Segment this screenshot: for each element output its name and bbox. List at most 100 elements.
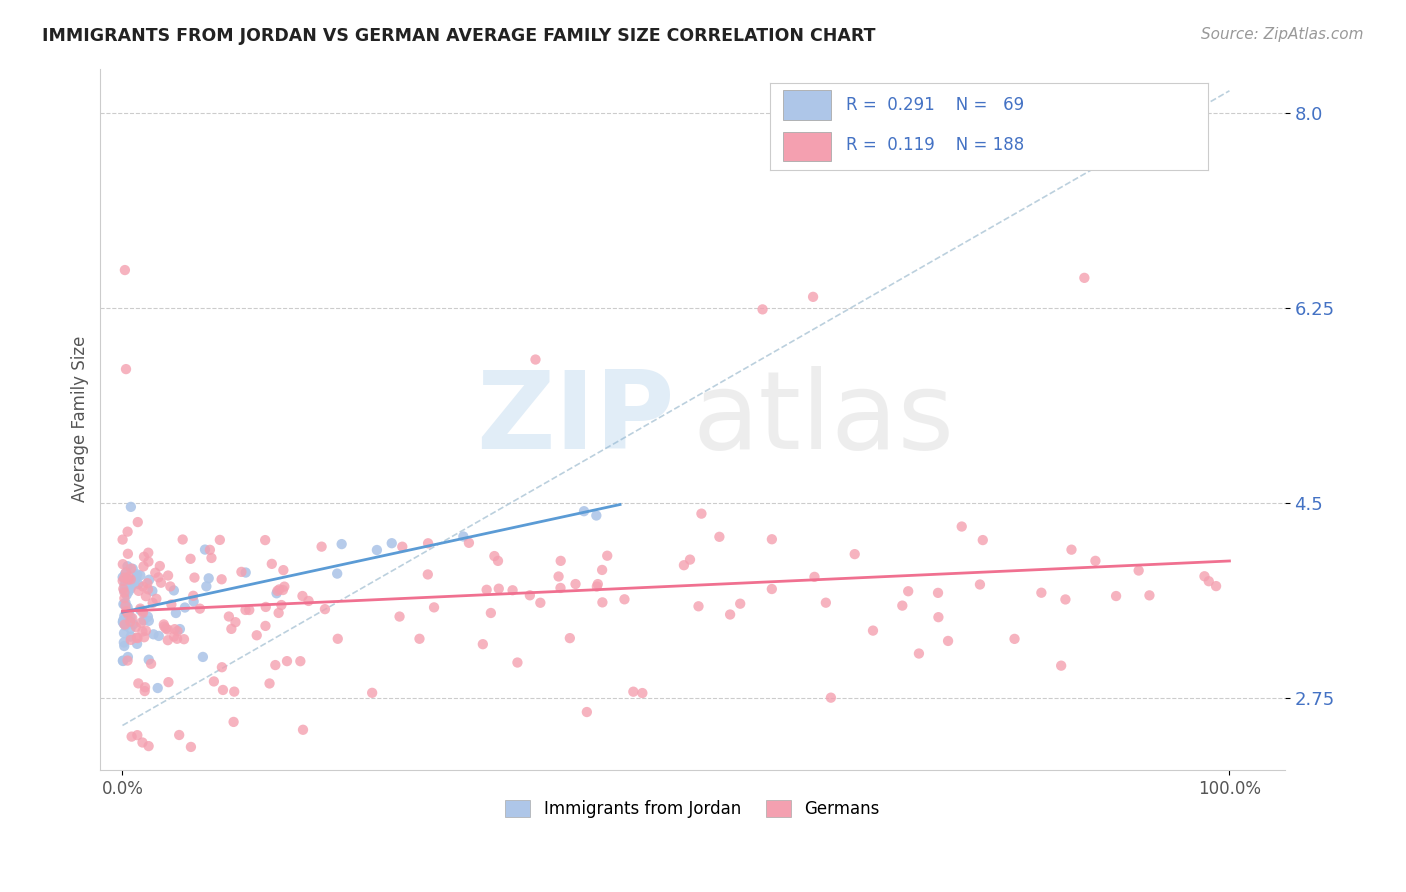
Point xyxy=(115,604,138,618)
Point xyxy=(972,533,994,547)
Point xyxy=(111,654,134,668)
Point xyxy=(1205,579,1227,593)
Point xyxy=(131,735,153,749)
Point xyxy=(709,530,731,544)
Y-axis label: Average Family Size: Average Family Size xyxy=(72,336,89,502)
Point xyxy=(475,582,498,597)
Point xyxy=(1084,554,1107,568)
Point xyxy=(564,577,586,591)
Point xyxy=(212,683,235,698)
Point xyxy=(114,599,136,613)
Point xyxy=(115,566,138,580)
Point xyxy=(129,615,152,630)
Point xyxy=(127,567,149,582)
Point xyxy=(264,658,287,673)
Point xyxy=(267,606,290,620)
Point xyxy=(820,690,842,705)
Point xyxy=(117,600,139,615)
Point xyxy=(127,577,149,591)
Point xyxy=(572,504,595,518)
Point xyxy=(1139,588,1161,602)
Point xyxy=(273,580,295,594)
Point xyxy=(111,558,134,572)
Point xyxy=(163,583,186,598)
Point xyxy=(127,676,149,690)
Point xyxy=(117,570,139,584)
Point xyxy=(112,609,135,624)
Point xyxy=(969,577,991,591)
Point xyxy=(163,622,186,636)
Point xyxy=(111,570,134,584)
Point xyxy=(112,614,135,628)
Point xyxy=(208,533,231,547)
Point xyxy=(180,551,202,566)
Point xyxy=(197,571,219,585)
Point xyxy=(688,599,710,614)
Point xyxy=(129,568,152,582)
Point xyxy=(506,656,529,670)
Point xyxy=(134,680,156,694)
Point xyxy=(125,637,148,651)
Point xyxy=(330,537,353,551)
Point xyxy=(115,605,138,619)
Point xyxy=(117,654,139,668)
Point xyxy=(118,581,141,595)
Point xyxy=(488,582,510,596)
Point xyxy=(148,629,170,643)
Point xyxy=(127,631,149,645)
Point xyxy=(111,654,134,668)
Point xyxy=(163,630,186,644)
Point xyxy=(127,728,149,742)
Point xyxy=(259,676,281,690)
Point xyxy=(127,515,149,529)
Point xyxy=(297,594,319,608)
Point xyxy=(519,588,541,602)
Point xyxy=(679,552,702,566)
Point xyxy=(125,631,148,645)
Point xyxy=(1105,589,1128,603)
Point xyxy=(423,600,446,615)
Point xyxy=(751,302,773,317)
Point xyxy=(120,615,142,629)
Point xyxy=(801,290,824,304)
Point xyxy=(221,622,243,636)
Legend: Immigrants from Jordan, Germans: Immigrants from Jordan, Germans xyxy=(499,793,886,825)
Point xyxy=(131,624,153,639)
Point xyxy=(814,596,837,610)
Point xyxy=(416,567,439,582)
Point xyxy=(246,628,269,642)
Point xyxy=(524,352,547,367)
Point xyxy=(135,589,157,603)
Point xyxy=(1050,658,1073,673)
Point xyxy=(132,559,155,574)
Point xyxy=(153,617,176,632)
Point xyxy=(114,263,136,277)
Point xyxy=(145,591,167,606)
Point xyxy=(167,728,190,742)
Point xyxy=(1004,632,1026,646)
Point xyxy=(112,626,135,640)
Text: atlas: atlas xyxy=(693,367,955,472)
Point xyxy=(586,580,609,594)
Point xyxy=(621,684,644,698)
Point xyxy=(486,554,509,568)
Point xyxy=(132,580,155,594)
Point xyxy=(260,557,283,571)
Point xyxy=(484,549,506,563)
Point xyxy=(121,730,143,744)
Point xyxy=(575,705,598,719)
Point xyxy=(269,582,291,597)
Point xyxy=(198,542,221,557)
Point xyxy=(529,596,551,610)
Point xyxy=(121,611,143,625)
Point xyxy=(142,596,165,610)
Point xyxy=(585,508,607,523)
Point xyxy=(631,686,654,700)
Point xyxy=(1060,542,1083,557)
Point xyxy=(927,610,949,624)
Point xyxy=(112,613,135,627)
Point xyxy=(271,582,294,597)
Point xyxy=(139,657,162,671)
Point xyxy=(156,623,179,637)
Point xyxy=(1054,592,1077,607)
